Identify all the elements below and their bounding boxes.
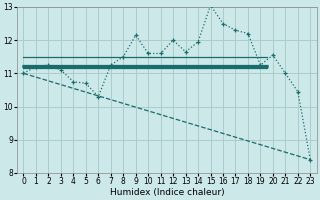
- X-axis label: Humidex (Indice chaleur): Humidex (Indice chaleur): [109, 188, 224, 197]
